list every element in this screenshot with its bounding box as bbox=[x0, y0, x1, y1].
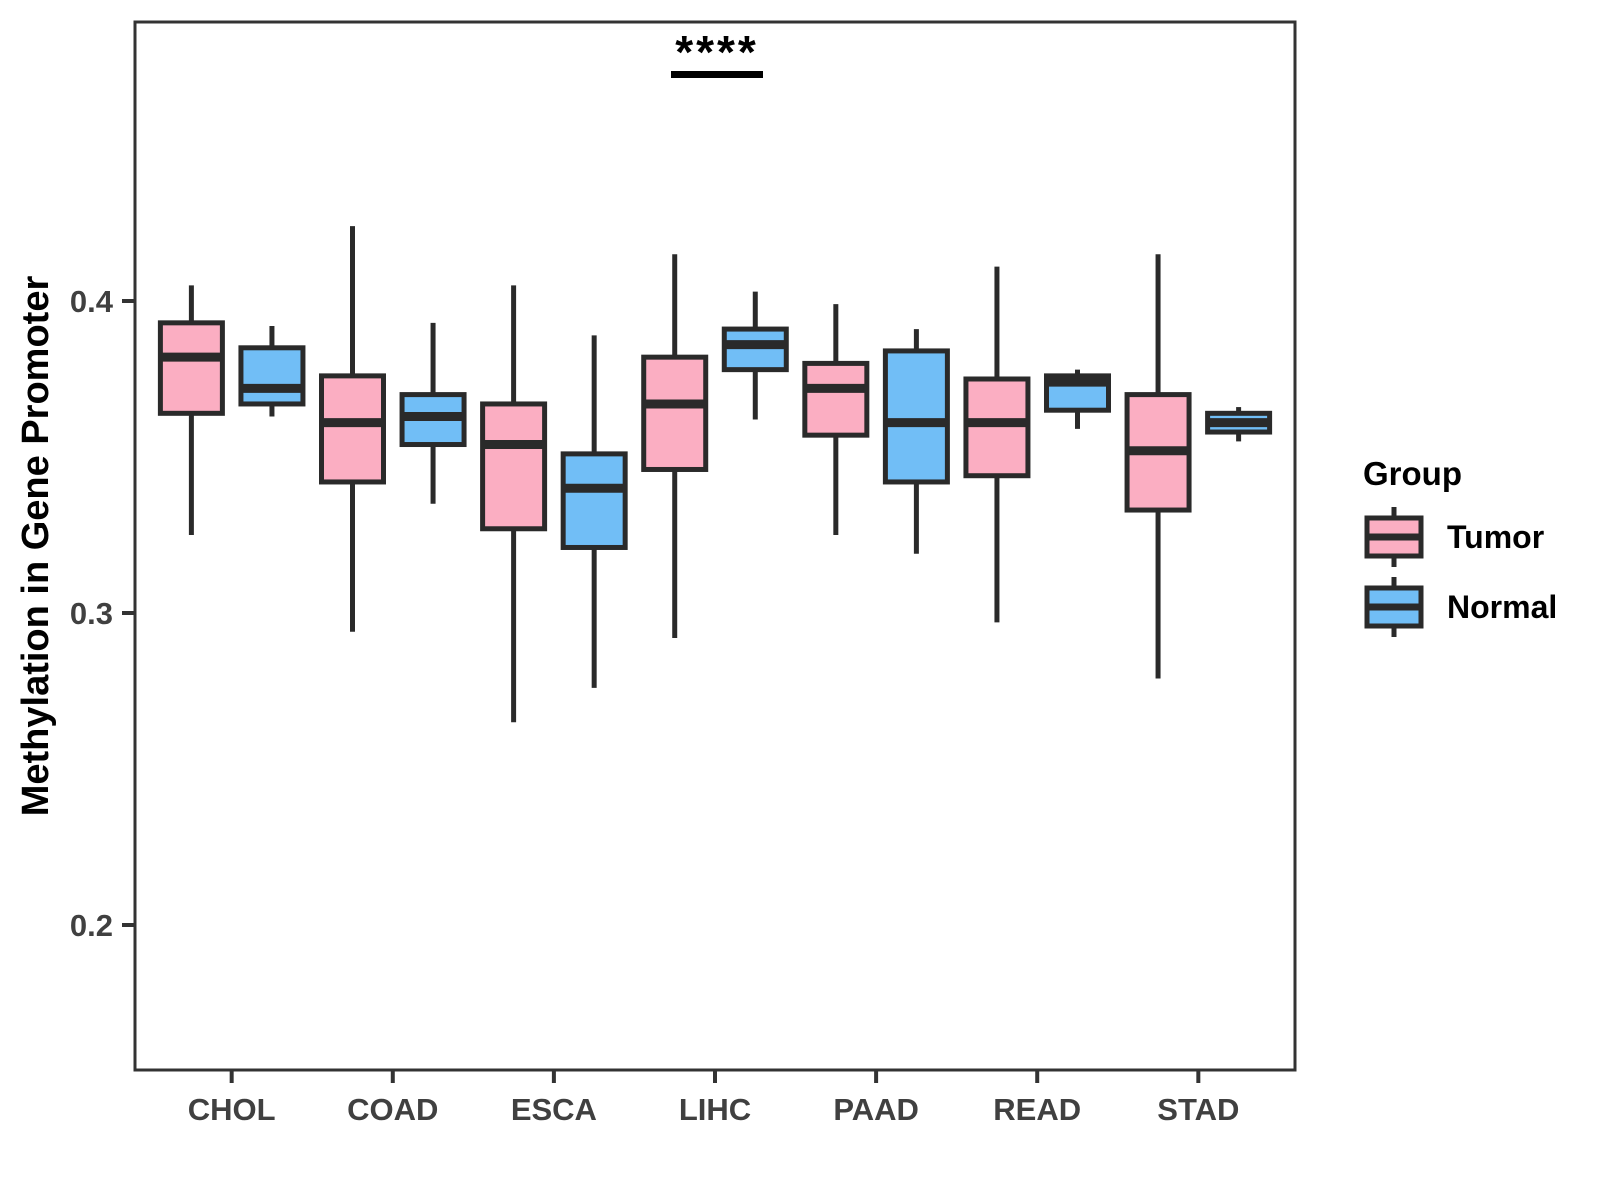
box-PAAD-tumor bbox=[802, 360, 870, 438]
x-axis-label-STAD: STAD bbox=[1157, 1092, 1239, 1127]
y-tick-label-0.2: 0.2 bbox=[70, 908, 113, 943]
box-COAD-tumor bbox=[319, 373, 386, 485]
box-CHOL-normal bbox=[238, 345, 306, 407]
x-axis-label-READ: READ bbox=[993, 1092, 1081, 1127]
legend-label-normal: Normal bbox=[1447, 589, 1557, 625]
x-axis-label-CHOL: CHOL bbox=[188, 1092, 276, 1127]
x-axis-label-COAD: COAD bbox=[347, 1092, 438, 1127]
x-axis-label-LIHC: LIHC bbox=[679, 1092, 751, 1127]
legend-label-tumor: Tumor bbox=[1447, 519, 1544, 555]
x-axis-label-ESCA: ESCA bbox=[511, 1092, 597, 1127]
box-ESCA-normal bbox=[560, 451, 628, 550]
plot-panel-border bbox=[133, 20, 1297, 1072]
box-PAAD-normal bbox=[882, 348, 950, 485]
y-tick-label-0.3: 0.3 bbox=[70, 596, 113, 631]
significance-underline bbox=[671, 71, 763, 78]
significance-stars: **** bbox=[675, 26, 759, 78]
box-ESCA-tumor bbox=[480, 401, 548, 532]
y-axis-title: Methylation in Gene Promoter bbox=[15, 276, 57, 817]
box-READ-tumor bbox=[963, 376, 1031, 479]
box-LIHC-tumor bbox=[641, 354, 709, 472]
box-LIHC-normal bbox=[721, 326, 789, 373]
box-CHOL-tumor bbox=[157, 320, 225, 416]
legend-title: Group bbox=[1363, 455, 1462, 492]
y-tick-label-0.4: 0.4 bbox=[70, 284, 114, 319]
x-axis-label-PAAD: PAAD bbox=[833, 1092, 919, 1127]
